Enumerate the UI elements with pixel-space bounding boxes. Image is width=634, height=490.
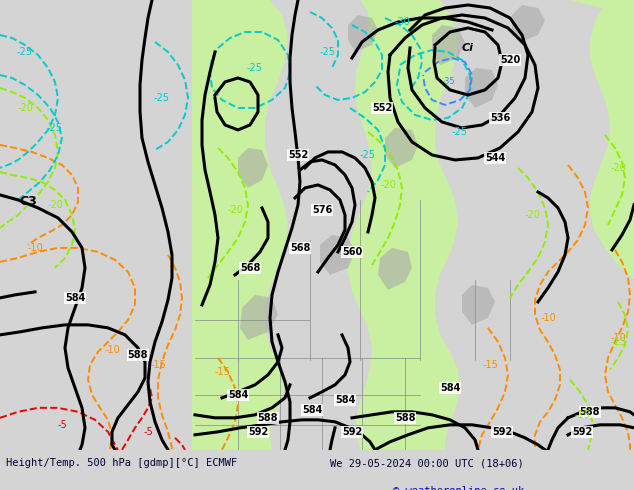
Text: 552: 552 (372, 103, 392, 113)
Polygon shape (512, 5, 545, 42)
Text: -20: -20 (610, 163, 626, 173)
Polygon shape (570, 0, 634, 280)
Polygon shape (385, 128, 418, 168)
Text: 592: 592 (248, 427, 268, 437)
Polygon shape (432, 25, 465, 65)
Text: 592: 592 (342, 427, 362, 437)
Text: 560: 560 (342, 247, 362, 257)
Text: -25: -25 (247, 63, 263, 73)
Text: 584: 584 (335, 395, 355, 405)
Text: 588: 588 (258, 413, 278, 423)
Text: 592: 592 (492, 427, 512, 437)
Text: -10: -10 (104, 345, 120, 355)
Polygon shape (378, 248, 412, 290)
Text: -20: -20 (17, 103, 33, 113)
Text: 584: 584 (65, 293, 85, 303)
Text: -10: -10 (27, 243, 43, 253)
Polygon shape (462, 285, 495, 325)
Polygon shape (240, 295, 278, 340)
Text: -20: -20 (227, 205, 243, 215)
Polygon shape (192, 0, 288, 450)
Text: © weatheronline.co.uk: © weatheronline.co.uk (393, 486, 524, 490)
Text: -5: -5 (143, 427, 153, 437)
Text: -25: -25 (452, 127, 468, 137)
Text: 588: 588 (127, 350, 148, 360)
Text: -25: -25 (154, 93, 170, 103)
Text: 552: 552 (288, 150, 308, 160)
Text: 576: 576 (312, 205, 332, 215)
Text: 536: 536 (490, 113, 510, 123)
Text: 520: 520 (500, 55, 520, 65)
Text: -20: -20 (47, 200, 63, 210)
Text: We 29-05-2024 00:00 UTC (18+06): We 29-05-2024 00:00 UTC (18+06) (330, 458, 524, 468)
Text: 584: 584 (302, 405, 322, 415)
Text: -30: -30 (394, 17, 410, 27)
Polygon shape (320, 235, 355, 275)
Text: C3: C3 (19, 196, 37, 208)
Text: 584: 584 (228, 390, 248, 400)
Text: -35: -35 (441, 77, 455, 86)
Text: -15: -15 (214, 367, 230, 377)
Text: 584: 584 (440, 383, 460, 393)
Polygon shape (348, 0, 460, 450)
Text: 544: 544 (485, 153, 505, 163)
Text: Ci: Ci (462, 43, 474, 53)
Text: -15: -15 (150, 360, 166, 370)
Text: -25: -25 (320, 47, 336, 57)
Text: -20: -20 (380, 180, 396, 190)
Text: -15: -15 (610, 337, 626, 347)
Polygon shape (238, 148, 268, 188)
Text: 588: 588 (579, 407, 600, 417)
Text: -25: -25 (17, 47, 33, 57)
Text: -25: -25 (360, 150, 376, 160)
Text: -10: -10 (540, 313, 556, 323)
Text: 592: 592 (572, 427, 592, 437)
Text: 588: 588 (395, 413, 415, 423)
Text: -10: -10 (610, 333, 626, 343)
Text: -25: -25 (47, 123, 63, 133)
Text: Height/Temp. 500 hPa [gdmp][°C] ECMWF: Height/Temp. 500 hPa [gdmp][°C] ECMWF (6, 458, 238, 468)
Text: 568: 568 (240, 263, 260, 273)
Text: -15: -15 (574, 410, 590, 420)
Text: -5: -5 (57, 420, 67, 430)
Polygon shape (465, 68, 498, 108)
Polygon shape (348, 15, 378, 52)
Text: 568: 568 (290, 243, 310, 253)
Text: -20: -20 (524, 210, 540, 220)
Text: -15: -15 (482, 360, 498, 370)
